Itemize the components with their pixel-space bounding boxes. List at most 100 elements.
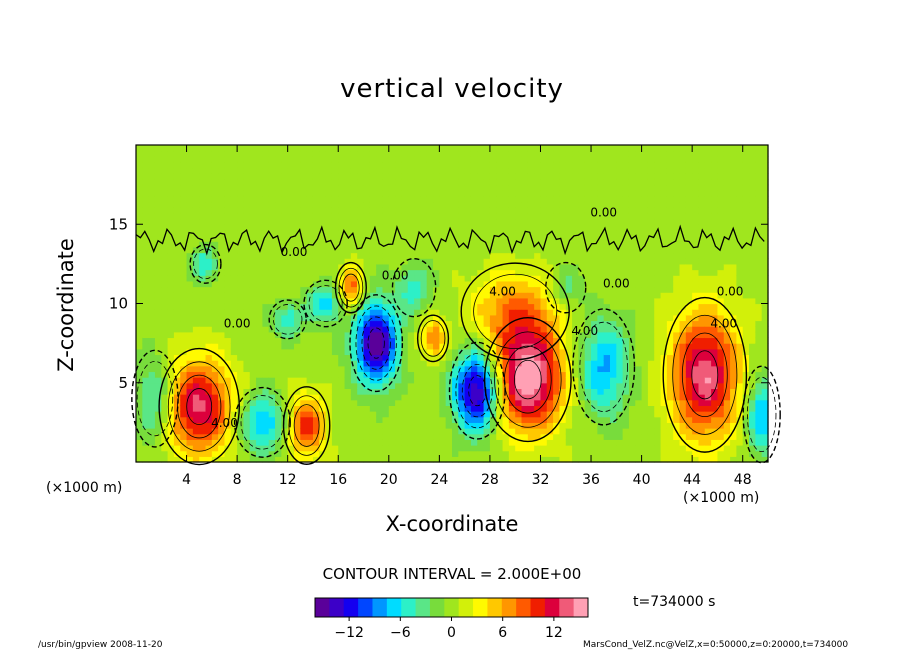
heatmap-cell [312,360,320,367]
heatmap-cell [281,286,289,293]
heatmap-cell [597,292,605,299]
heatmap-cell [502,411,510,418]
heatmap-cell [610,416,617,423]
heatmap-cell [527,229,535,237]
heatmap-cell [218,456,226,463]
heatmap-cell [218,161,226,169]
heatmap-cell [470,292,478,299]
heatmap-cell [660,184,668,191]
heatmap-cell [192,382,200,390]
heatmap-cell [338,309,346,316]
heatmap-cell [338,428,346,435]
heatmap-cell [154,263,162,271]
heatmap-cell [470,167,478,174]
heatmap-cell [622,258,630,265]
heatmap-cell [660,365,668,373]
heatmap-cell [306,365,314,373]
heatmap-cell [218,422,226,429]
heatmap-cell [508,201,516,208]
heatmap-cell [489,314,497,322]
heatmap-cell [382,326,390,333]
heatmap-cell [388,156,396,163]
heatmap-cell [161,190,169,197]
heatmap-cell [199,320,207,327]
heatmap-cell [553,343,561,350]
heatmap-cell [338,167,346,174]
heatmap-cell [350,428,358,435]
heatmap-cell [199,218,207,225]
heatmap-cell [388,445,396,452]
heatmap-cell [452,207,459,214]
heatmap-cell [445,184,453,191]
heatmap-cell [148,297,156,305]
heatmap-cell [294,309,301,316]
heatmap-cell [173,411,181,418]
heatmap-cell [534,258,542,265]
heatmap-cell [395,286,403,293]
heatmap-cell [433,371,440,378]
heatmap-cell [433,150,440,157]
heatmap-cell [312,292,320,299]
heatmap-cell [527,212,535,220]
heatmap-cell [628,263,636,271]
heatmap-cell [692,439,700,446]
heatmap-cell [628,348,636,356]
heatmap-cell [148,394,156,401]
heatmap-cell [136,173,143,180]
heatmap-cell [527,184,535,191]
heatmap-cell [489,309,497,316]
heatmap-cell [660,399,668,406]
heatmap-cell [565,258,573,265]
heatmap-cell [382,167,390,174]
heatmap-cell [420,173,428,180]
heatmap-cell [603,445,611,452]
heatmap-cell [186,320,194,327]
heatmap-cell [635,145,643,152]
heatmap-cell [414,314,421,322]
heatmap-cell [559,433,567,440]
heatmap-cell [180,297,188,305]
heatmap-cell [439,331,447,339]
heatmap-cell [464,348,472,356]
heatmap-cell [464,303,472,310]
heatmap-cell [578,150,586,157]
heatmap-cell [527,156,535,163]
heatmap-cell [230,337,238,344]
heatmap-cell [584,450,592,457]
heatmap-cell [622,145,630,152]
heatmap-cell [173,161,181,169]
heatmap-cell [388,360,396,367]
heatmap-cell [161,241,169,248]
heatmap-cell [641,320,649,327]
heatmap-cell [136,337,143,344]
heatmap-cell [136,428,143,435]
heatmap-cell [578,309,586,316]
heatmap-cell [679,297,687,305]
heatmap-cell [458,439,466,446]
heatmap-cell [287,343,295,350]
heatmap-cell [508,280,516,288]
heatmap-cell [534,201,542,208]
heatmap-cell [445,433,453,440]
heatmap-cell [331,411,339,418]
heatmap-cell [610,439,617,446]
heatmap-cell [420,150,428,157]
heatmap-cell [635,201,643,208]
heatmap-cell [508,399,516,406]
heatmap-cell [363,394,371,401]
heatmap-cell [230,354,238,361]
heatmap-cell [502,337,510,344]
heatmap-cell [572,331,579,339]
heatmap-cell [534,218,542,225]
heatmap-cell [401,280,409,288]
heatmap-cell [414,241,421,248]
heatmap-cell [262,416,270,423]
heatmap-cell [243,303,251,310]
heatmap-cell [496,195,504,203]
heatmap-cell [331,241,339,248]
heatmap-cell [331,445,339,452]
heatmap-cell [294,439,301,446]
heatmap-cell [584,365,592,373]
heatmap-cell [325,456,333,463]
heatmap-cell [338,416,346,423]
